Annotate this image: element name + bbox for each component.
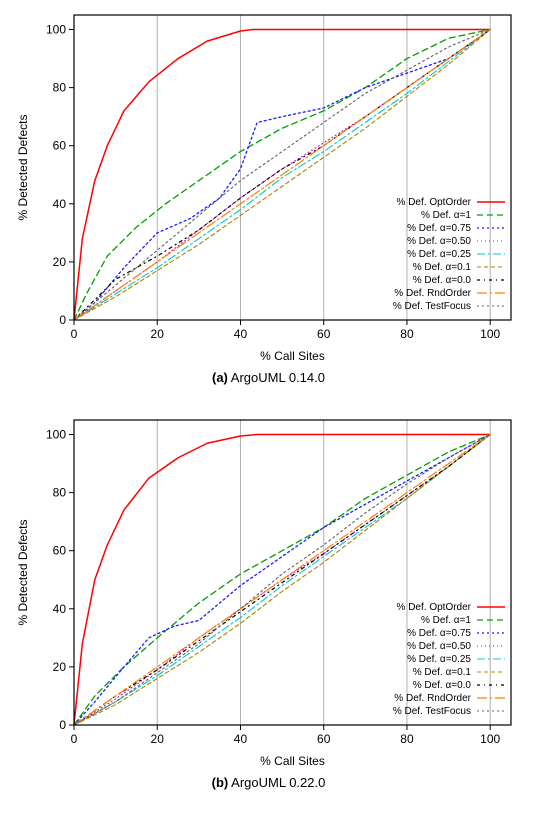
x-tick-label: 60	[317, 327, 331, 341]
legend-label: % Def. α=0.75	[407, 223, 471, 234]
legend-label: % Def. OptOrder	[396, 602, 471, 613]
page: 0 20 40 60 80 100 0 20 40 60 80 100 % Call Sites % De…	[0, 0, 537, 829]
y-axis-label: % Detected Defects	[16, 114, 30, 220]
y-tick-label: 0	[59, 718, 66, 732]
x-tick-label: 0	[70, 732, 77, 746]
legend-label: % Def. α=1	[421, 615, 471, 626]
legend-label: % Def. TestFocus	[392, 706, 470, 717]
legend-label: % Def. α=0.50	[407, 236, 471, 247]
chart-panel-b: 0 20 40 60 80 100 0 20 40 60 80 100 % Call Sites % De…	[9, 405, 529, 775]
x-axis-label: % Call Sites	[260, 349, 325, 363]
y-tick-label: 40	[52, 197, 66, 211]
y-tick-label: 80	[52, 81, 66, 95]
x-tick-label: 100	[480, 732, 500, 746]
x-tick-label: 80	[400, 732, 414, 746]
caption-b-prefix: (b)	[212, 775, 229, 790]
legend-label: % Def. α=0.75	[407, 628, 471, 639]
legend-label: % Def. α=0.0	[412, 680, 471, 691]
x-tick-label: 60	[317, 732, 331, 746]
legend-label: % Def. α=0.1	[412, 262, 471, 273]
caption-b-text: ArgoUML 0.22.0	[231, 775, 325, 790]
legend-label: % Def. α=0.25	[407, 654, 471, 665]
y-tick-label: 80	[52, 486, 66, 500]
x-tick-label: 20	[150, 732, 164, 746]
y-axis-label: % Detected Defects	[16, 519, 30, 625]
caption-b: (b) ArgoUML 0.22.0	[212, 775, 326, 790]
legend-label: % Def. RndOrder	[394, 288, 471, 299]
y-tick-label: 20	[52, 255, 66, 269]
legend-label: % Def. α=1	[421, 210, 471, 221]
y-tick-label: 20	[52, 660, 66, 674]
caption-a: (a) ArgoUML 0.14.0	[212, 370, 325, 385]
y-tick-label: 100	[45, 428, 65, 442]
legend-label: % Def. α=0.1	[412, 667, 471, 678]
y-tick-label: 40	[52, 602, 66, 616]
caption-a-text: ArgoUML 0.14.0	[231, 370, 325, 385]
legend-label: % Def. α=0.25	[407, 249, 471, 260]
x-tick-label: 0	[70, 327, 77, 341]
legend-label: % Def. RndOrder	[394, 693, 471, 704]
legend-label: % Def. OptOrder	[396, 197, 471, 208]
y-tick-label: 60	[52, 139, 66, 153]
x-tick-label: 40	[233, 327, 247, 341]
chart-svg: 0 20 40 60 80 100 0 20 40 60 80 100 % Call Sites % De…	[9, 0, 529, 370]
legend-label: % Def. TestFocus	[392, 301, 470, 312]
y-tick-label: 0	[59, 313, 66, 327]
y-tick-label: 100	[45, 23, 65, 37]
caption-a-prefix: (a)	[212, 370, 228, 385]
chart-panel-a: 0 20 40 60 80 100 0 20 40 60 80 100 % Call Sites % De…	[9, 0, 529, 370]
x-tick-label: 20	[150, 327, 164, 341]
legend-label: % Def. α=0.0	[412, 275, 471, 286]
x-tick-label: 80	[400, 327, 414, 341]
y-tick-label: 60	[52, 544, 66, 558]
chart-svg: 0 20 40 60 80 100 0 20 40 60 80 100 % Call Sites % De…	[9, 405, 529, 775]
legend-label: % Def. α=0.50	[407, 641, 471, 652]
x-axis-label: % Call Sites	[260, 754, 325, 768]
x-tick-label: 40	[233, 732, 247, 746]
x-tick-label: 100	[480, 327, 500, 341]
